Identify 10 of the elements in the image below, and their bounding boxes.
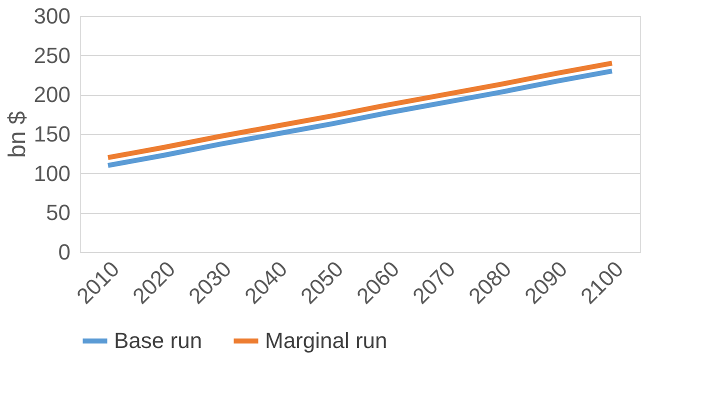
y-tick-label: 150	[34, 122, 70, 146]
y-tick-label: 300	[34, 4, 70, 28]
legend-label: Base run	[114, 328, 202, 353]
y-tick-label: 50	[46, 200, 70, 226]
y-tick-label: 100	[34, 160, 70, 186]
legend-label: Marginal run	[265, 328, 388, 353]
y-tick-label: 0	[58, 240, 70, 264]
y-tick-label: 200	[34, 82, 70, 108]
y-axis-title: bn $	[4, 111, 31, 158]
y-tick-label: 250	[34, 42, 70, 68]
